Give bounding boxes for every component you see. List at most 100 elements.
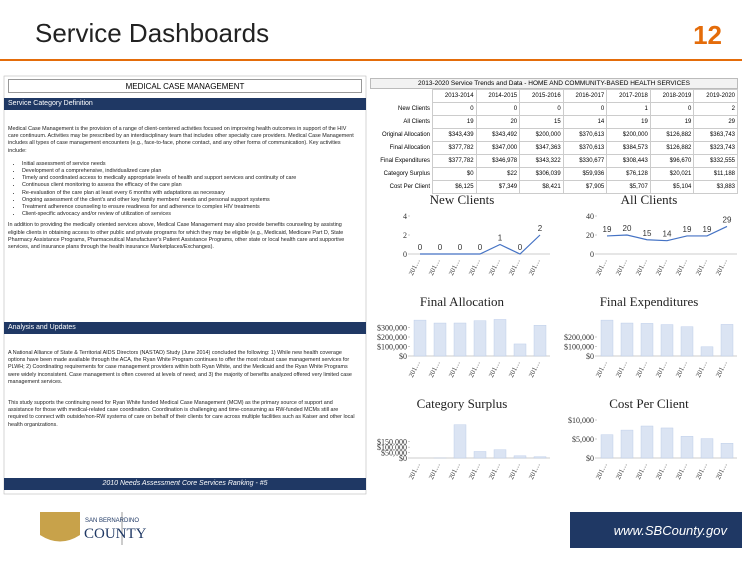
table-cell: $347,363: [519, 141, 564, 155]
y-tick-label: $300,000: [377, 324, 407, 333]
x-tick-label: 201…: [507, 257, 522, 276]
row-label: Cost Per Client: [389, 184, 430, 190]
table-cell: $11,188: [693, 167, 738, 181]
data-label: 29: [723, 215, 732, 224]
y-tick-label: $10,000: [568, 416, 594, 425]
header-row: 2013-2014 2014-2015 2015-2016 2016-2017 2017…: [370, 89, 738, 103]
y-tick-label: 2: [403, 231, 407, 240]
x-tick-label: 201…: [654, 359, 669, 378]
y-tick-label: 0: [590, 250, 594, 259]
table-cell: 19: [432, 115, 477, 129]
table-title: 2013-2020 Service Trends and Data - HOME…: [370, 78, 738, 89]
data-label: 0: [478, 243, 483, 252]
table-cell: $20,021: [649, 167, 695, 181]
bar: [513, 455, 527, 459]
x-tick-label: 201…: [467, 257, 482, 276]
table-cell: $7,349: [475, 180, 521, 194]
table-cell: 14: [562, 115, 608, 129]
x-tick-label: 201…: [427, 257, 442, 276]
table-cell: 20: [475, 115, 521, 129]
table-cell: $59,936: [562, 167, 608, 181]
x-tick-label: 201…: [614, 359, 629, 378]
row-label: All Clients: [403, 119, 430, 125]
y-tick-label: $100,000: [377, 443, 407, 452]
bar: [680, 326, 694, 357]
table-cell: 0: [649, 102, 695, 116]
bar: [533, 456, 547, 459]
x-tick-label: 201…: [654, 461, 669, 480]
y-tick-label: $150,000: [377, 438, 407, 447]
x-tick-label: 201…: [594, 359, 609, 378]
table-cell: 2: [693, 102, 738, 116]
x-tick-label: 201…: [594, 257, 609, 276]
data-label: 20: [623, 224, 632, 233]
table-cell: $5,707: [606, 180, 651, 194]
table-cell: 0: [519, 102, 564, 116]
x-tick-label: 201…: [427, 461, 442, 480]
bar: [600, 434, 614, 459]
bullet: Re-evaluation of the care plan at least …: [22, 190, 358, 197]
table-row: New Clients 0 0 0 0 1 0 2: [370, 102, 738, 116]
analysis-paragraph: This study supports the continuing need …: [8, 400, 355, 428]
bar: [720, 443, 734, 459]
column-header: 2016-2017: [562, 89, 608, 103]
x-tick-label: 201…: [634, 461, 649, 480]
x-tick-label: 201…: [654, 257, 669, 276]
table-cell: 0: [562, 102, 608, 116]
x-tick-label: 201…: [427, 359, 442, 378]
x-tick-label: 201…: [674, 359, 689, 378]
x-tick-label: 201…: [487, 257, 502, 276]
bullet: Continuous client monitoring to assess t…: [22, 182, 358, 189]
table-cell: $22: [475, 167, 521, 181]
bar: [453, 322, 467, 357]
bar: [473, 451, 487, 459]
y-tick-label: $100,000: [377, 343, 407, 352]
table-cell: $200,000: [606, 128, 651, 142]
bullet: Timely and coordinated access to medical…: [22, 175, 358, 182]
bar: [640, 425, 654, 459]
trends-table: 2013-2014 2014-2015 2015-2016 2016-2017 2017…: [370, 89, 738, 194]
y-tick-label: $100,000: [564, 343, 594, 352]
table-row: Cost Per Client $6,125 $7,349 $8,421 $7,905 $…: [370, 180, 738, 194]
y-tick-label: $50,000: [381, 449, 407, 458]
table-cell: $7,905: [562, 180, 608, 194]
x-tick-label: 201…: [487, 359, 502, 378]
x-tick-label: 201…: [487, 461, 502, 480]
y-tick-label: 20: [586, 231, 594, 240]
table-cell: 1: [606, 102, 651, 116]
data-label: 15: [643, 229, 652, 238]
x-tick-label: 201…: [674, 461, 689, 480]
url-bar: [570, 512, 742, 548]
bullet-list: Initial assessment of service needsDevel…: [8, 161, 358, 219]
y-tick-label: $200,000: [377, 333, 407, 342]
definition-block: Medical Case Management is the provision…: [8, 126, 358, 257]
x-tick-label: 201…: [527, 257, 542, 276]
y-tick-label: 40: [586, 212, 594, 221]
x-tick-label: 201…: [634, 359, 649, 378]
column-header: 2013-2014: [432, 89, 477, 103]
table-cell: $323,743: [693, 141, 738, 155]
data-label: 19: [603, 225, 612, 234]
table-cell: $370,613: [562, 141, 608, 155]
column-header: 2019-2020: [693, 89, 738, 103]
bar: [660, 427, 674, 459]
y-tick-label: $5,000: [572, 435, 594, 444]
table-cell: 19: [606, 115, 651, 129]
table-cell: 19: [649, 115, 695, 129]
line: [606, 225, 728, 242]
table-cell: $343,439: [432, 128, 477, 142]
logo-top: SAN BERNARDINO: [85, 518, 139, 524]
bar: [453, 424, 467, 459]
logo-shield: [40, 512, 80, 542]
table-cell: $308,443: [606, 154, 651, 168]
x-tick-label: 201…: [507, 359, 522, 378]
bar: [660, 324, 674, 357]
x-tick-label: 201…: [714, 257, 729, 276]
table-row: Original Allocation $343,439 $343,492 $200,…: [370, 128, 738, 142]
trends-table-block: 2013-2020 Service Trends and Data - HOME…: [370, 78, 738, 194]
table-row: All Clients 19 20 15 14 19 19 29: [370, 115, 738, 129]
table-cell: $377,782: [432, 141, 477, 155]
data-label: 0: [458, 243, 463, 252]
column-header: 2017-2018: [606, 89, 651, 103]
y-tick-label: $200,000: [564, 333, 594, 342]
